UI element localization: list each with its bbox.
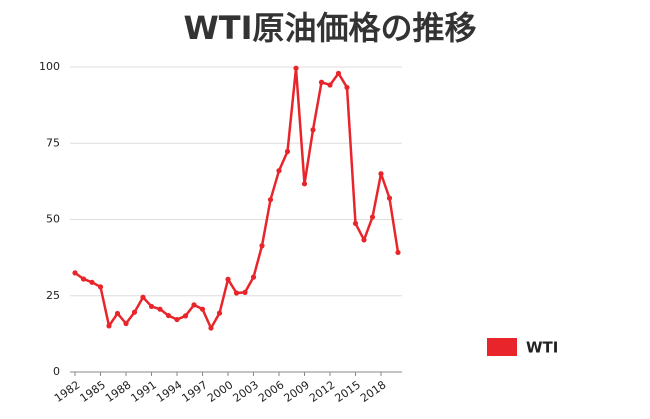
point [284, 148, 291, 155]
point [165, 312, 172, 319]
x-tick-label: 2012 [307, 378, 337, 405]
legend-swatch [487, 338, 517, 356]
x-tick-label: 1991 [129, 378, 159, 405]
point [216, 310, 223, 316]
point [327, 82, 333, 88]
point [361, 237, 367, 243]
point [174, 316, 180, 323]
point [114, 310, 121, 317]
point [106, 323, 112, 329]
x-tick-label: 1985 [78, 378, 108, 405]
point [301, 181, 308, 187]
point [123, 320, 129, 327]
x-tick-label: 2018 [358, 378, 388, 405]
legend-text: WTI [526, 339, 558, 357]
point [250, 274, 257, 280]
x-tick-label: 2003 [231, 378, 261, 405]
point [199, 306, 206, 312]
y-tick-label: 0 [53, 365, 60, 378]
point [80, 276, 87, 282]
point [72, 270, 78, 276]
point [157, 306, 163, 312]
y-tick-label: 75 [46, 136, 60, 149]
point [344, 84, 350, 91]
point [293, 65, 299, 71]
point [89, 279, 95, 285]
point [140, 294, 146, 300]
x-tick-label: 1994 [154, 378, 184, 405]
point [148, 303, 155, 310]
point [182, 313, 189, 319]
line [74, 66, 400, 330]
x-tick-label: 2006 [256, 378, 286, 405]
x-tick-label: 1988 [103, 378, 133, 405]
x-tick-label: 1982 [52, 378, 82, 405]
point [242, 289, 248, 295]
point [191, 302, 197, 308]
point [225, 276, 231, 282]
y-tick-label: 25 [46, 289, 60, 302]
y-tick-label: 50 [46, 213, 60, 226]
point [386, 195, 393, 201]
point [267, 197, 274, 203]
point [208, 325, 214, 331]
chart-title: WTI原油価格の推移 [183, 9, 476, 47]
point [369, 214, 376, 220]
point [276, 168, 282, 174]
y-tick-label: 100 [39, 60, 60, 73]
point [318, 79, 325, 85]
x-tick-label: 1997 [180, 378, 210, 405]
point [131, 309, 138, 315]
x-tick-label: 2015 [333, 378, 363, 405]
point [378, 171, 384, 177]
point [259, 243, 265, 249]
point [352, 220, 359, 227]
x-tick-label: 2000 [205, 378, 235, 405]
point [97, 284, 104, 290]
point [233, 290, 240, 296]
x-tick-label: 2009 [282, 378, 312, 405]
point [310, 127, 316, 133]
point [335, 70, 342, 77]
point [395, 249, 401, 256]
